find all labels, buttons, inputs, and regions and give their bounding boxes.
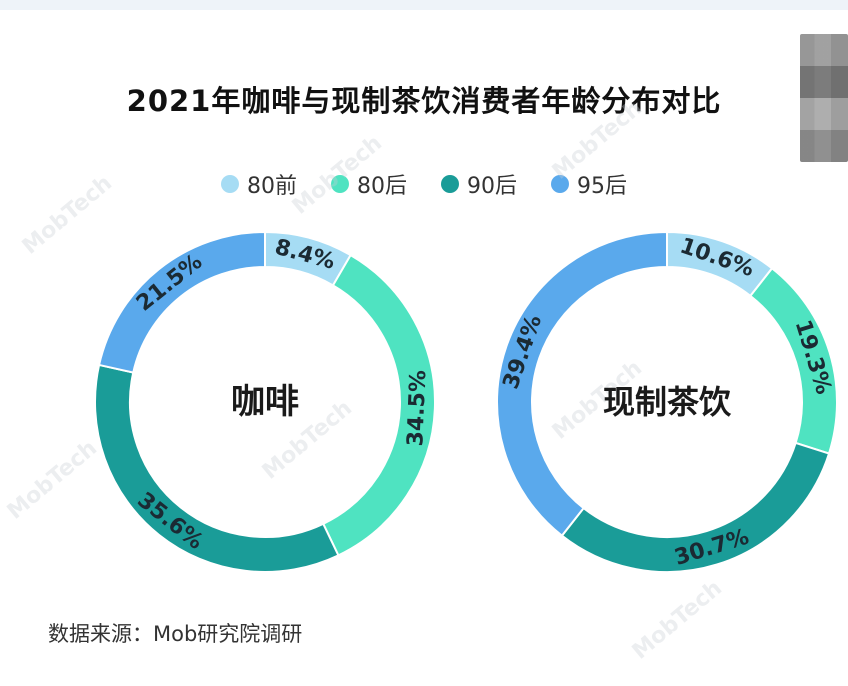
legend-label: 90后 <box>467 174 517 199</box>
slice-value-label: 34.5% <box>403 370 431 447</box>
legend: 80前 80后 90后 95后 <box>0 168 848 200</box>
blurred-image-tile <box>800 34 848 162</box>
watermark-text: MobTech <box>628 576 727 665</box>
legend-swatch <box>551 175 569 193</box>
watermark-text: MobTech <box>18 171 117 260</box>
legend-item-90s: 90后 <box>441 168 517 200</box>
legend-item-80s: 80后 <box>331 168 407 200</box>
donut-chart-tea: 10.6%19.3%30.7%39.4%现制茶饮 <box>496 230 838 573</box>
donut-slice-3 <box>496 230 668 538</box>
watermark-text: MobTech <box>3 436 102 525</box>
legend-label: 95后 <box>577 174 627 199</box>
legend-label: 80前 <box>247 174 297 199</box>
chart-title: 2021年咖啡与现制茶饮消费者年龄分布对比 <box>126 84 722 118</box>
legend-item-95s: 95后 <box>551 168 627 200</box>
donut-slice-3 <box>97 230 266 374</box>
watermark-text: MobTech <box>548 96 647 185</box>
source-note: 数据来源：Mob研究院调研 <box>48 622 303 646</box>
donut-center-label: 现制茶饮 <box>603 383 732 421</box>
donut-slice-2 <box>94 363 340 573</box>
watermark-text: MobTech <box>288 131 387 220</box>
top-bar <box>0 0 848 10</box>
legend-swatch <box>331 175 349 193</box>
legend-swatch <box>441 175 459 193</box>
donut-chart-coffee: 8.4%34.5%35.6%21.5%咖啡 <box>94 230 436 573</box>
legend-item-80-before: 80前 <box>221 168 297 200</box>
donut-center-label: 咖啡 <box>231 382 299 422</box>
legend-swatch <box>221 175 239 193</box>
legend-label: 80后 <box>357 174 407 199</box>
